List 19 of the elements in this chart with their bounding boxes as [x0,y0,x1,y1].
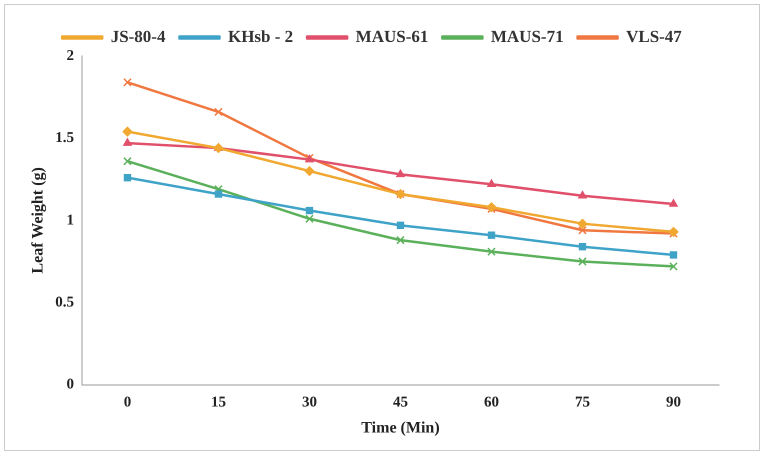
x-tick-label: 60 [484,394,499,411]
y-tick-label: 1.5 [55,130,74,146]
x-tick-label: 30 [302,394,317,411]
y-tick-label: 0 [66,376,74,393]
x-tick-label: 15 [210,394,226,411]
y-tick-label: 2 [66,48,74,64]
legend-label: JS-80-4 [110,26,166,46]
legend-label: VLS-47 [626,26,682,46]
x-tick-label: 75 [574,394,590,411]
legend-label: MAUS-71 [490,26,564,46]
legend-label: MAUS-61 [356,26,428,46]
x-tick-label: 45 [392,394,408,411]
x-axis-title: Time (Min) [361,420,440,437]
y-tick-label: 1 [66,212,74,228]
x-tick-label: 90 [666,394,681,411]
y-axis-title: Leaf Weight (g) [30,167,47,274]
x-tick-label: 0 [124,394,132,411]
y-tick-label: 0.5 [55,294,74,310]
legend-label: KHsb - 2 [228,26,294,46]
